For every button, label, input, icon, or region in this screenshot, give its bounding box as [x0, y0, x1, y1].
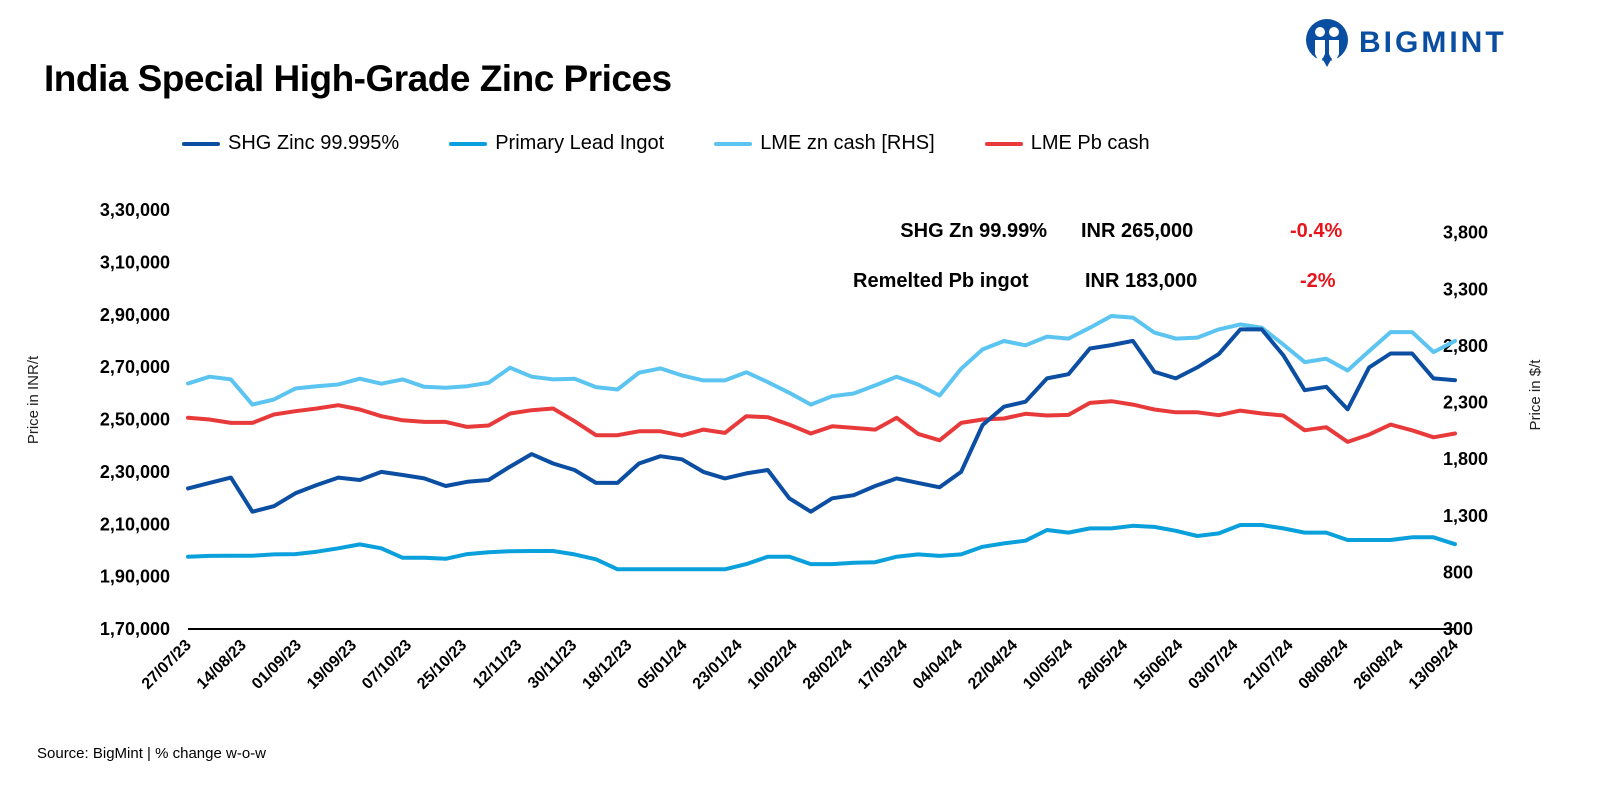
y2-tick-label: 3,800	[1443, 223, 1488, 243]
y-tick-label: 2,50,000	[100, 410, 170, 430]
series-line-shg-zinc-99-995	[186, 327, 1457, 514]
legend-swatch	[449, 141, 488, 146]
y-tick-label: 3,30,000	[100, 200, 170, 220]
x-tick-label: 04/04/24	[910, 637, 966, 693]
legend-item-lme-zn: LME zn cash [RHS]	[714, 132, 935, 155]
x-tick-label: 30/11/23	[525, 637, 581, 693]
x-tick-label: 28/02/24	[800, 637, 856, 693]
legend-item-shg-zinc: SHG Zinc 99.995%	[182, 132, 399, 155]
x-tick-label: 17/03/24	[855, 637, 911, 693]
x-tick-label: 13/09/24	[1406, 637, 1462, 693]
x-tick-label: 15/06/24	[1130, 637, 1186, 693]
x-tick-label: 21/07/24	[1241, 637, 1297, 693]
legend-swatch	[714, 141, 753, 146]
bigmint-logo: BIGMINT	[1305, 18, 1507, 68]
x-tick-label: 03/07/24	[1185, 637, 1241, 693]
x-tick-label: 01/09/23	[249, 637, 305, 693]
y-tick-label: 2,10,000	[100, 514, 170, 534]
legend-item-primary-lead: Primary Lead Ingot	[449, 132, 664, 155]
annotation-pb-change: -2%	[1300, 270, 1336, 292]
legend-label: LME zn cash [RHS]	[760, 132, 935, 154]
legend-item-lme-pb: LME Pb cash	[984, 132, 1150, 155]
y2-tick-label: 2,300	[1443, 393, 1488, 413]
series-line-primary-lead-ingot	[186, 523, 1457, 572]
annotation-zn-label: SHG Zn 99.99%	[900, 220, 1047, 242]
source-note: Source: BigMint | % change w-o-w	[37, 745, 266, 762]
y2-tick-label: 300	[1443, 619, 1473, 639]
series-lines	[186, 314, 1457, 572]
x-tick-label: 22/04/24	[965, 637, 1021, 693]
x-tick-label: 08/08/24	[1296, 637, 1352, 693]
x-tick-label: 14/08/23	[194, 637, 250, 693]
left-axis-title: Price in INR/t	[25, 355, 42, 444]
x-tick-label: 10/05/24	[1020, 637, 1076, 693]
legend-swatch	[984, 141, 1023, 146]
annotation-pb-label: Remelted Pb ingot	[853, 270, 1029, 292]
legend-label: Primary Lead Ingot	[495, 132, 665, 154]
right-axis-title: Price in $/t	[1527, 359, 1544, 431]
y-tick-label: 2,70,000	[100, 357, 170, 377]
x-tick-label: 23/01/24	[690, 637, 746, 693]
bigmint-logo-text: BIGMINT	[1359, 26, 1507, 59]
y-tick-label: 1,70,000	[100, 619, 170, 639]
x-tick-label: 28/05/24	[1075, 637, 1131, 693]
bigmint-logo-icon	[1306, 19, 1348, 67]
y2-tick-label: 1,300	[1443, 506, 1488, 526]
y-tick-label: 1,90,000	[100, 567, 170, 587]
y2-tick-label: 800	[1443, 562, 1473, 582]
y-tick-label: 2,90,000	[100, 305, 170, 325]
x-tick-label: 25/10/23	[414, 637, 470, 693]
legend-label: LME Pb cash	[1030, 132, 1150, 154]
legend-label: SHG Zinc 99.995%	[228, 132, 400, 154]
x-axis-ticks: 27/07/23 14/08/23 01/09/23 19/09/23 07/10/23…	[139, 637, 1462, 693]
y-tick-label: 2,30,000	[100, 462, 170, 482]
x-tick-label: 18/12/23	[579, 637, 635, 693]
legend-swatch	[182, 141, 220, 146]
x-tick-label: 05/01/24	[635, 637, 691, 693]
x-tick-label: 26/08/24	[1351, 637, 1407, 693]
y2-tick-label: 3,300	[1443, 279, 1488, 299]
chart-title: India Special High-Grade Zinc Prices	[44, 58, 672, 99]
x-tick-label: 07/10/23	[359, 637, 415, 693]
annotation-zn-change: -0.4%	[1290, 220, 1343, 242]
chart-legend: SHG Zinc 99.995% Primary Lead Ingot LME …	[182, 132, 1200, 155]
y2-tick-label: 1,800	[1443, 449, 1488, 469]
series-line-lme-pb-cash	[186, 399, 1457, 444]
annotation-zn-price: INR 265,000	[1081, 220, 1194, 242]
x-tick-label: 12/11/23	[470, 637, 526, 693]
annotation-pb-price: INR 183,000	[1085, 270, 1198, 292]
left-axis-ticks: 1,70,000 1,90,000 2,10,000 2,30,000 2,50,000…	[100, 200, 170, 639]
y-tick-label: 3,10,000	[100, 252, 170, 272]
x-tick-label: 27/07/23	[139, 637, 195, 693]
x-tick-label: 19/09/23	[304, 637, 360, 693]
series-line-lme-zn-cash-rhs	[186, 314, 1457, 407]
x-tick-label: 10/02/24	[745, 637, 801, 693]
